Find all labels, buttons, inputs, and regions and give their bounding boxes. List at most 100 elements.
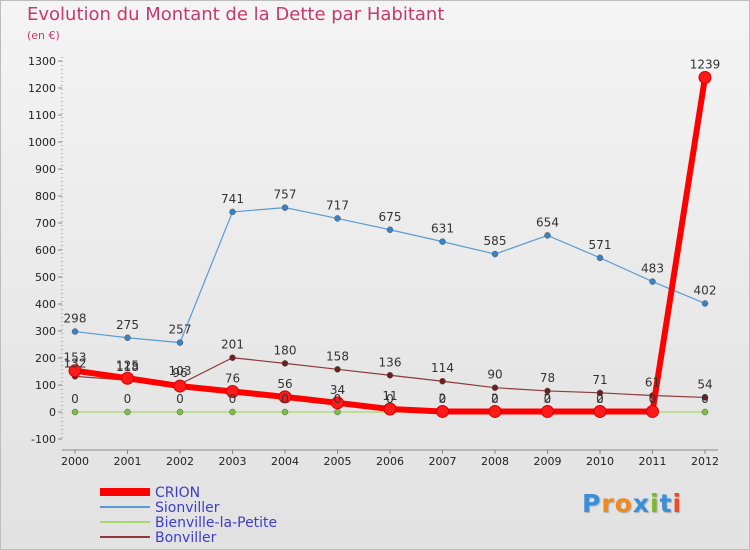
- data-point: [386, 372, 394, 379]
- data-label: 158: [326, 349, 349, 363]
- data-point: [701, 300, 709, 307]
- data-label: 61: [645, 376, 660, 390]
- legend-label: CRION: [155, 485, 200, 501]
- data-point: [439, 238, 446, 245]
- data-label: 0: [334, 392, 342, 406]
- data-point: [541, 404, 554, 418]
- y-tick-label: 200: [35, 352, 56, 365]
- data-label: 275: [116, 318, 139, 332]
- logo-letter: o: [614, 489, 633, 518]
- data-label: 90: [487, 368, 502, 382]
- data-label: 2: [439, 391, 447, 405]
- data-label: 402: [694, 283, 717, 297]
- data-point: [229, 208, 236, 216]
- data-label: 153: [64, 351, 87, 365]
- y-tick-label: 900: [35, 163, 56, 176]
- x-tick-label: 2007: [429, 455, 457, 468]
- data-label: 0: [229, 392, 237, 406]
- data-point: [281, 408, 289, 416]
- data-label: 136: [379, 355, 402, 369]
- data-point: [439, 377, 446, 385]
- logo-letter: P: [582, 489, 602, 518]
- data-point: [593, 404, 607, 418]
- data-point: [334, 408, 341, 416]
- data-label: 717: [326, 198, 349, 212]
- data-label: 96: [172, 366, 187, 380]
- data-label: 0: [71, 392, 79, 406]
- data-label: 2: [491, 391, 499, 405]
- data-label: 631: [431, 222, 454, 236]
- y-tick-label: -100: [31, 433, 56, 446]
- y-tick-label: 1200: [28, 82, 56, 95]
- data-point: [383, 402, 397, 416]
- y-tick-label: 1100: [28, 109, 56, 122]
- data-point: [544, 387, 551, 395]
- data-label: 0: [491, 392, 499, 406]
- data-label: 483: [641, 262, 664, 276]
- legend-label: Bonviller: [155, 530, 217, 546]
- data-point: [176, 408, 184, 416]
- y-tick-label: 600: [35, 244, 56, 257]
- data-label: 298: [64, 312, 87, 326]
- data-point: [544, 232, 551, 239]
- data-point: [124, 334, 131, 341]
- legend-label: Bienville-la-Petite: [155, 515, 277, 531]
- x-tick-label: 2005: [324, 455, 352, 468]
- data-point: [491, 250, 499, 258]
- y-tick-label: 1000: [28, 136, 56, 149]
- data-point: [278, 390, 292, 404]
- data-point: [176, 339, 184, 346]
- data-label: 118: [116, 360, 139, 374]
- data-label: 585: [484, 234, 507, 248]
- data-point: [701, 408, 709, 416]
- data-labels: 298 275 257 741 757 717 675 631 585 654 571 483 402 0…: [64, 57, 721, 406]
- x-tick-label: 2008: [481, 455, 509, 468]
- data-point: [281, 360, 289, 367]
- series-crion: [68, 70, 712, 418]
- data-point: [436, 404, 449, 418]
- x-tick-label: 2012: [691, 455, 719, 468]
- data-point: [334, 366, 341, 373]
- data-label: 103: [169, 364, 192, 378]
- legend-label: Sionviller: [155, 500, 220, 516]
- data-label: 78: [540, 371, 555, 385]
- series-layer: [68, 70, 712, 418]
- data-point: [701, 394, 709, 401]
- legend: CRIONSionvillerBienville-la-PetiteBonvil…: [100, 485, 277, 546]
- data-point: [698, 70, 712, 84]
- data-label: 1239: [690, 57, 721, 71]
- logo-letter: x: [632, 489, 650, 518]
- data-label: 0: [701, 392, 709, 406]
- y-tick-label: 700: [35, 217, 56, 230]
- chart-subtitle: (en €): [27, 29, 60, 42]
- data-label: 0: [544, 392, 552, 406]
- data-label: 0: [386, 392, 394, 406]
- y-tick-label: 400: [35, 298, 56, 311]
- data-label: 180: [274, 343, 297, 357]
- y-tick-label: 1300: [28, 55, 56, 68]
- data-label: 0: [596, 392, 604, 406]
- data-point: [71, 408, 79, 416]
- data-point: [71, 328, 79, 335]
- data-label: 571: [589, 238, 612, 252]
- data-label: 0: [281, 392, 289, 406]
- x-tick-label: 2001: [114, 455, 142, 468]
- data-point: [334, 215, 341, 222]
- data-label: 114: [431, 361, 454, 375]
- y-tick-label: 100: [35, 379, 56, 392]
- data-point: [649, 278, 656, 285]
- data-label: 757: [274, 188, 297, 202]
- data-point: [229, 354, 236, 361]
- data-label: 2: [596, 391, 604, 405]
- logo-letter: i: [650, 489, 660, 518]
- logo-letter: r: [601, 489, 615, 518]
- data-label: 56: [277, 377, 292, 391]
- y-tick-label: 500: [35, 271, 56, 284]
- data-point: [281, 204, 289, 211]
- data-label: 741: [221, 192, 244, 206]
- data-point: [121, 371, 134, 385]
- data-point: [646, 404, 659, 418]
- data-point: [226, 384, 239, 398]
